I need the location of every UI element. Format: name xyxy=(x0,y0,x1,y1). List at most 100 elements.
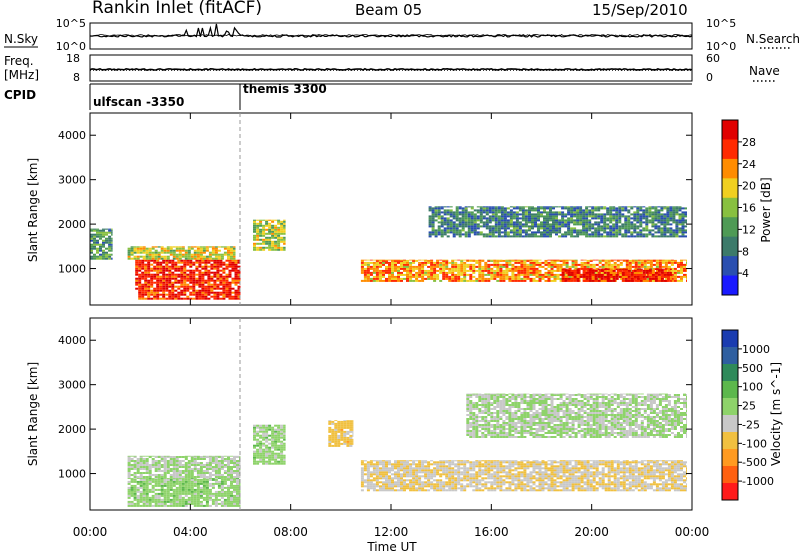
heatmap-cell xyxy=(639,271,643,274)
heatmap-cell xyxy=(464,219,468,222)
heatmap-cell xyxy=(684,213,687,216)
heatmap-cell xyxy=(274,460,278,463)
heatmap-cell xyxy=(418,261,422,264)
heatmap-cell xyxy=(160,257,164,260)
heatmap-cell xyxy=(604,263,608,266)
heatmap-cell xyxy=(178,482,182,485)
heatmap-cell xyxy=(391,269,394,272)
heatmap-cell xyxy=(582,213,586,216)
heatmap-cell xyxy=(166,496,170,499)
heatmap-cell xyxy=(234,291,238,294)
heatmap-cell xyxy=(500,215,504,218)
heatmap-cell xyxy=(615,213,619,216)
heatmap-cell xyxy=(610,259,614,262)
heatmap-cell xyxy=(147,259,151,262)
heatmap-cell xyxy=(360,279,364,282)
heatmap-cell xyxy=(136,480,140,483)
heatmap-cell xyxy=(259,448,263,451)
heatmap-cell xyxy=(446,221,450,224)
heatmap-cell xyxy=(150,263,154,266)
heatmap-cell xyxy=(172,490,176,493)
heatmap-cell xyxy=(210,287,214,290)
heatmap-cell xyxy=(412,259,416,262)
heatmap-cell xyxy=(397,463,400,466)
heatmap-cell xyxy=(151,257,155,260)
heatmap-cell xyxy=(148,478,152,481)
heatmap-cell xyxy=(400,475,403,478)
heatmap-cell xyxy=(187,468,191,470)
heatmap-cell xyxy=(230,246,233,248)
heatmap-cell xyxy=(680,259,683,261)
heatmap-cell xyxy=(184,494,188,497)
heatmap-cell xyxy=(174,267,178,270)
heatmap-cell xyxy=(588,206,592,208)
heatmap-cell xyxy=(448,487,452,490)
heatmap-cell xyxy=(138,279,142,282)
heatmap-cell xyxy=(239,504,241,507)
heatmap-cell xyxy=(609,219,613,222)
heatmap-cell xyxy=(514,269,518,272)
heatmap-cell xyxy=(443,219,447,222)
heatmap-cell xyxy=(552,211,555,214)
heatmap-cell xyxy=(223,460,227,462)
heatmap-cell xyxy=(585,219,589,222)
heatmap-cell xyxy=(646,259,650,261)
heatmap-cell xyxy=(165,287,169,290)
heatmap-cell xyxy=(678,235,682,238)
heatmap-cell xyxy=(168,275,172,278)
heatmap-cell xyxy=(256,426,260,429)
heatmap-cell xyxy=(178,460,182,462)
heatmap-cell xyxy=(233,478,236,479)
heatmap-cell xyxy=(628,265,632,268)
heatmap-cell xyxy=(202,504,206,507)
heatmap-cell xyxy=(518,235,522,238)
heatmap-cell xyxy=(628,267,632,270)
heatmap-cell xyxy=(262,450,266,453)
heatmap-cell xyxy=(570,213,574,216)
heatmap-cell xyxy=(672,235,676,238)
heatmap-cell xyxy=(186,269,190,272)
heatmap-cell xyxy=(534,221,537,224)
heatmap-cell xyxy=(600,273,604,276)
heatmap-cell xyxy=(265,460,269,463)
heatmap-cell xyxy=(455,219,459,222)
heatmap-cell xyxy=(259,434,263,437)
heatmap-cell xyxy=(379,279,382,282)
heatmap-cell xyxy=(277,246,281,249)
heatmap-cell xyxy=(136,255,140,258)
heatmap-cell xyxy=(385,463,388,466)
heatmap-cell xyxy=(524,215,528,218)
heatmap-cell xyxy=(657,213,661,216)
heatmap-cell xyxy=(528,217,531,220)
heatmap-cell xyxy=(151,255,155,258)
heatmap-cell xyxy=(147,287,151,290)
heatmap-cell xyxy=(443,209,447,212)
heatmap-cell xyxy=(102,249,105,252)
heatmap-cell xyxy=(256,238,260,241)
heatmap-cell xyxy=(220,486,224,489)
heatmap-cell xyxy=(669,219,673,222)
cpid-segment-ulfscan: ulfscan -3350 xyxy=(93,95,184,109)
heatmap-cell xyxy=(458,225,462,228)
heatmap-cell xyxy=(567,209,571,212)
heatmap-cell xyxy=(227,456,230,458)
heatmap-cell xyxy=(421,461,425,464)
heatmap-cell xyxy=(265,424,269,427)
heatmap-cell xyxy=(469,277,473,280)
heatmap-cell xyxy=(431,207,435,210)
heatmap-cell xyxy=(265,438,269,441)
heatmap-cell xyxy=(162,289,166,292)
heatmap-cell xyxy=(520,261,524,264)
heatmap-cell xyxy=(543,206,546,208)
heatmap-cell xyxy=(277,232,281,235)
heatmap-cell xyxy=(277,454,281,457)
heatmap-cell xyxy=(526,259,530,262)
heatmap-cell xyxy=(379,265,382,268)
heatmap-cell xyxy=(564,225,568,228)
heatmap-cell xyxy=(494,227,498,230)
heatmap-cell xyxy=(187,476,191,478)
heatmap-cell xyxy=(157,494,161,497)
heatmap-cell xyxy=(391,259,394,261)
heatmap-cell xyxy=(615,229,619,232)
heatmap-cell xyxy=(190,500,194,503)
